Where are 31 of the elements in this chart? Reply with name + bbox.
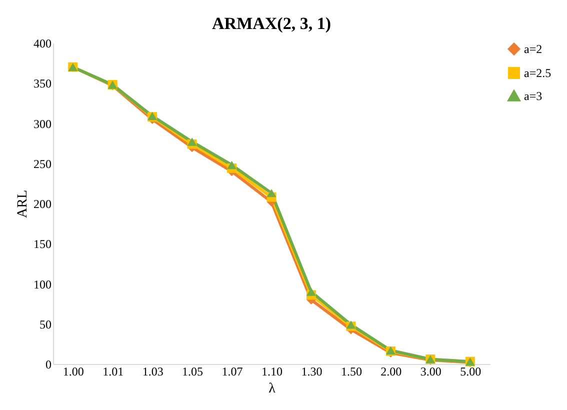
x-tick-label: 1.50 <box>340 364 362 378</box>
y-tick-label: 350 <box>34 76 52 91</box>
point <box>266 188 276 198</box>
x-tick-label: 1.07 <box>222 364 243 378</box>
x-tick-label: 1.05 <box>182 364 204 378</box>
y-tick-label: 150 <box>34 237 52 252</box>
point <box>306 288 316 296</box>
point <box>346 320 356 329</box>
x-tick-label: 1.30 <box>301 364 322 378</box>
x-tick-label: 1.03 <box>142 364 164 378</box>
y-tick-label: 0 <box>46 358 52 372</box>
x-tick-label: 5.00 <box>460 364 482 378</box>
y-tick-label: 400 <box>34 36 52 50</box>
y-tick-label: 300 <box>34 116 52 131</box>
x-tick-label: 1.00 <box>62 364 84 378</box>
y-tick-label: 100 <box>34 277 52 292</box>
x-tick-label: 3.00 <box>420 364 442 378</box>
point <box>187 138 197 146</box>
point <box>227 160 237 170</box>
y-tick-label: 200 <box>34 197 52 211</box>
x-tick-label: 2.00 <box>380 364 402 378</box>
x-axis-title: λ <box>268 382 276 396</box>
legend-label: a=2 <box>524 42 542 56</box>
legend-label: a=3 <box>524 89 542 103</box>
y-axis-title: ARL <box>16 190 30 218</box>
y-tick-label: 50 <box>40 317 52 332</box>
y-tick-label: 250 <box>34 156 52 171</box>
chart-title: ARMAX(2, 3, 1) <box>212 14 331 33</box>
x-tick-label: 1.01 <box>102 364 124 378</box>
x-tick-label: 1.10 <box>262 364 282 378</box>
legend-label: a=2.5 <box>524 66 552 80</box>
